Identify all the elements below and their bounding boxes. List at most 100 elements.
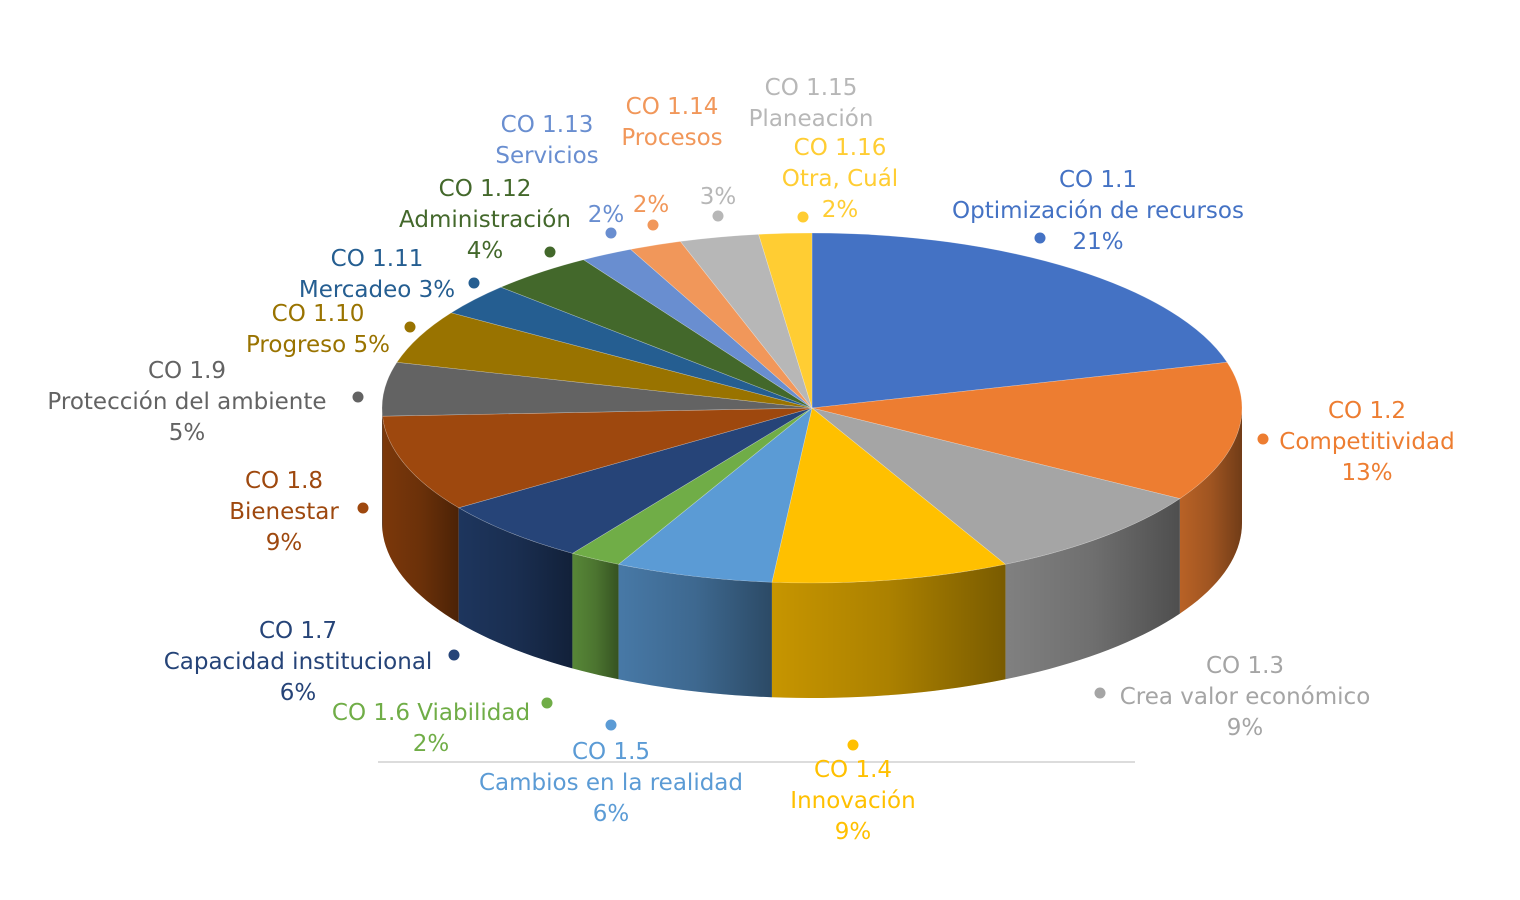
slice-co-1-7	[457, 407, 813, 554]
data-label-co-1-11: CO 1.11 Mercadeo 3%	[299, 246, 455, 303]
label-value-co-1-2: 13%	[1341, 460, 1392, 486]
label-desc-co-1-14: Procesos	[621, 125, 722, 151]
label-name-co-1-4: CO 1.4	[814, 757, 892, 783]
label-desc-co-1-16: Otra, Cuál	[782, 166, 898, 192]
label-dot-co-1-5	[605, 719, 617, 731]
slice-co-1-1	[811, 232, 1228, 409]
label-name-co-1-10: CO 1.10	[272, 301, 365, 327]
slice-co-1-6	[571, 407, 813, 565]
slice-co-1-14	[629, 241, 813, 409]
label-dot-co-1-1	[1034, 232, 1046, 244]
label-dot-co-1-14	[647, 219, 659, 231]
label-value-co-1-15: 3%	[700, 184, 737, 210]
data-label-co-1-12: CO 1.12 Administración 4%	[399, 176, 571, 264]
data-label-co-1-8: CO 1.8 Bienestar 9%	[229, 468, 339, 556]
label-desc-co-1-12: Administración	[399, 207, 571, 233]
slice-co-1-15	[679, 234, 813, 409]
label-name-co-1-3: CO 1.3	[1206, 653, 1284, 679]
label-desc-co-1-8: Bienestar	[229, 499, 339, 525]
slice-co-1-8	[382, 407, 813, 509]
label-value-co-1-6: 2%	[413, 731, 450, 757]
label-name-co-1-8: CO 1.8	[245, 468, 323, 494]
label-name-co-1-14: CO 1.14	[626, 94, 719, 120]
label-dot-co-1-10	[404, 321, 416, 333]
label-dot-co-1-6	[541, 697, 553, 709]
side-shade-co-1-7	[458, 507, 573, 669]
data-label-co-1-10: CO 1.10 Progreso 5%	[246, 301, 390, 358]
label-desc-co-1-13: Servicios	[495, 143, 598, 169]
label-name-co-1-7: CO 1.7	[259, 618, 337, 644]
label-desc-co-1-7: Capacidad institucional	[164, 649, 433, 675]
label-name-co-1-11: CO 1.11	[331, 246, 424, 272]
slice-co-1-13	[582, 249, 813, 409]
data-label-co-1-2: CO 1.2 Competitividad 13%	[1279, 398, 1454, 486]
slice-co-1-3	[811, 407, 1181, 565]
label-dot-co-1-13	[605, 227, 617, 239]
label-dot-co-1-2	[1257, 433, 1269, 445]
data-label-co-1-6: CO 1.6 Viabilidad 2%	[332, 700, 530, 757]
slice-co-1-10	[396, 312, 813, 409]
data-label-co-1-7: CO 1.7 Capacidad institucional 6%	[164, 618, 433, 706]
data-label-co-1-16: CO 1.16 Otra, Cuál 2%	[782, 135, 898, 223]
slice-co-1-12	[500, 259, 813, 409]
label-dot-co-1-4	[847, 739, 859, 751]
label-name-co-1-15: CO 1.15	[765, 75, 858, 101]
label-dot-co-1-15	[712, 210, 724, 222]
label-name-co-1-2: CO 1.2	[1328, 398, 1406, 424]
data-labels: CO 1.1 Optimización de recursos 21%CO 1.2 C…	[47, 75, 1454, 845]
data-label-co-1-14: CO 1.14 Procesos	[621, 94, 722, 151]
label-dot-co-1-12	[544, 246, 556, 258]
slice-co-1-5	[617, 407, 813, 583]
label-name-co-1-16: CO 1.16	[794, 135, 887, 161]
pie-top	[381, 232, 1243, 584]
label-name-co-1-12: CO 1.12	[439, 176, 532, 202]
side-shade-co-1-6	[572, 553, 619, 680]
label-dot-co-1-7	[448, 649, 460, 661]
side-shade-co-1-4	[771, 564, 1006, 698]
label-name-co-1-13: CO 1.13	[501, 112, 594, 138]
label-value-co-1-13: 2%	[588, 202, 625, 228]
label-name-co-1-5: CO 1.5	[572, 739, 650, 765]
label-desc-co-1-1: Optimización de recursos	[952, 198, 1244, 224]
label-dot-co-1-16	[797, 211, 809, 223]
data-label-co-1-13: CO 1.13 Servicios	[495, 112, 598, 169]
label-dot-co-1-3	[1094, 687, 1106, 699]
label-desc-co-1-2: Competitividad	[1279, 429, 1454, 455]
data-label-co-1-3: CO 1.3 Crea valor económico 9%	[1120, 653, 1371, 741]
label-value-co-1-7: 6%	[280, 680, 317, 706]
side-shade-co-1-3	[1005, 498, 1180, 680]
label-desc-co-1-4: Innovación	[790, 788, 915, 814]
data-label-co-1-1: CO 1.1 Optimización de recursos 21%	[952, 167, 1244, 255]
label-value-co-1-16: 2%	[822, 197, 859, 223]
label-value-co-1-9: 5%	[169, 420, 206, 446]
label-desc-co-1-5: Cambios en la realidad	[479, 770, 743, 796]
label-desc-co-1-3: Crea valor económico	[1120, 684, 1371, 710]
label-name-co-1-9: CO 1.9	[148, 358, 226, 384]
side-shade-co-1-8	[382, 416, 459, 623]
label-value-co-1-3: 9%	[1227, 715, 1264, 741]
label-value-co-1-14: 2%	[633, 192, 670, 218]
slice-co-1-16	[758, 232, 813, 409]
label-value-co-1-5: 6%	[593, 801, 630, 827]
label-name-desc-co-1-6: CO 1.6 Viabilidad	[332, 700, 530, 726]
pie-sides	[382, 408, 1242, 698]
label-value-co-1-4: 9%	[835, 819, 872, 845]
data-label-co-1-9: CO 1.9 Protección del ambiente 5%	[47, 358, 326, 446]
label-desc-value-co-1-10: Progreso 5%	[246, 332, 390, 358]
label-name-co-1-1: CO 1.1	[1059, 167, 1137, 193]
slice-co-1-11	[450, 286, 813, 409]
data-label-co-1-5: CO 1.5 Cambios en la realidad 6%	[479, 739, 743, 827]
side-shade-co-1-5	[618, 564, 772, 698]
label-dot-co-1-9	[352, 391, 364, 403]
label-desc-co-1-15: Planeación	[749, 106, 874, 132]
label-value-co-1-1: 21%	[1072, 229, 1123, 255]
label-desc-co-1-9: Protección del ambiente	[47, 389, 326, 415]
label-value-co-1-12: 4%	[467, 238, 504, 264]
label-dot-co-1-11	[468, 277, 480, 289]
slice-co-1-4	[771, 407, 1007, 584]
label-dot-co-1-8	[357, 502, 369, 514]
label-desc-value-co-1-11: Mercadeo 3%	[299, 277, 455, 303]
slice-co-1-2	[811, 361, 1243, 499]
data-label-co-1-15: CO 1.15 Planeación	[749, 75, 874, 132]
